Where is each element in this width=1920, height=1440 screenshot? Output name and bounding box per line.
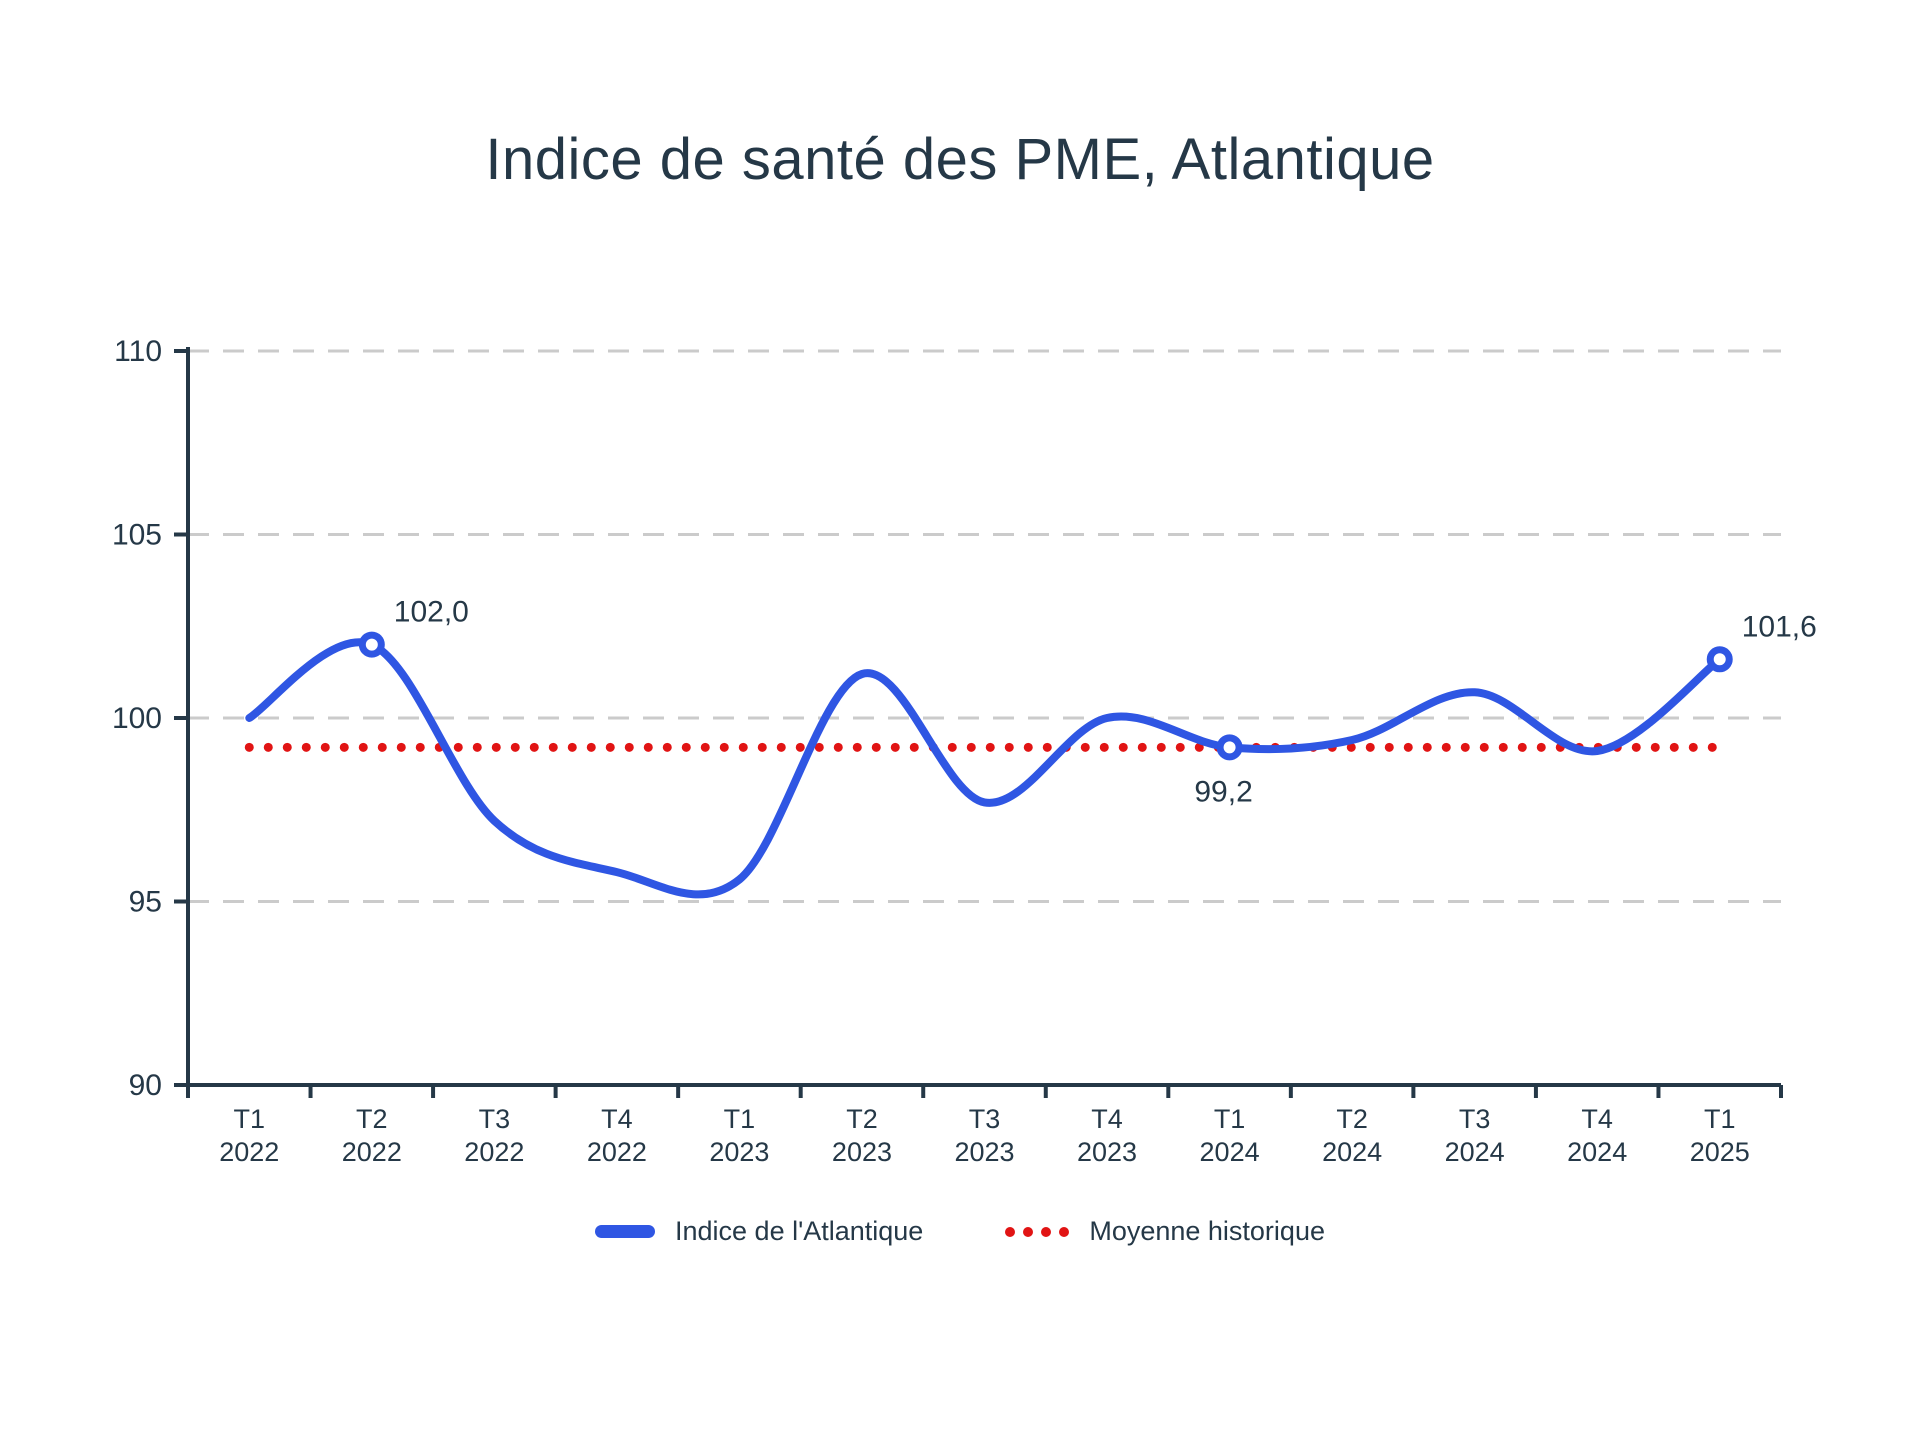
legend-swatch-index-line [595, 1225, 655, 1238]
data-point-marker-12 [1706, 646, 1733, 673]
y-tick-label-105: 105 [112, 519, 162, 552]
annotation-label-12: 101,6 [1742, 610, 1817, 643]
data-point-marker-1 [358, 631, 385, 658]
x-tick-label-t3-2022: T3 2022 [464, 1104, 524, 1167]
chart-title: Indice de santé des PME, Atlantique [485, 127, 1435, 192]
y-tick-label-100: 100 [112, 702, 162, 735]
annotation-label-1: 102,0 [394, 596, 469, 629]
x-tick-label-t1-2022: T1 2022 [219, 1104, 279, 1167]
x-tick-label-t3-2023: T3 2023 [954, 1104, 1014, 1167]
x-tick-label-t1-2025: T1 2025 [1690, 1104, 1750, 1167]
x-tick-label-t2-2022: T2 2022 [342, 1104, 402, 1167]
x-tick-label-t1-2024: T1 2024 [1200, 1104, 1260, 1167]
x-tick-label-t2-2023: T2 2023 [832, 1104, 892, 1167]
y-tick-label-95: 95 [129, 886, 162, 919]
index-line [245, 638, 1724, 899]
y-tick-label-110: 110 [114, 335, 162, 368]
annotation-label-8: 99,2 [1194, 775, 1252, 808]
x-tick-label-t3-2024: T3 2024 [1445, 1104, 1505, 1167]
data-point-marker-8 [1216, 734, 1243, 761]
legend-item-average: Moyenne historique [1005, 1216, 1325, 1247]
x-tick-label-t4-2022: T4 2022 [587, 1104, 647, 1167]
legend-label-average: Moyenne historique [1089, 1216, 1325, 1246]
y-tick-label-90: 90 [129, 1069, 162, 1102]
x-tick-label-t2-2024: T2 2024 [1322, 1104, 1382, 1167]
legend-swatch-average-dots [1005, 1226, 1070, 1237]
x-tick-label-t4-2023: T4 2023 [1077, 1104, 1137, 1167]
x-tick-label-t4-2024: T4 2024 [1567, 1104, 1627, 1167]
chart-legend: Indice de l'Atlantique Moyenne historiqu… [0, 1216, 1920, 1247]
legend-label-index: Indice de l'Atlantique [675, 1216, 924, 1246]
legend-item-index: Indice de l'Atlantique [595, 1216, 923, 1247]
x-tick-label-t1-2023: T1 2023 [709, 1104, 769, 1167]
